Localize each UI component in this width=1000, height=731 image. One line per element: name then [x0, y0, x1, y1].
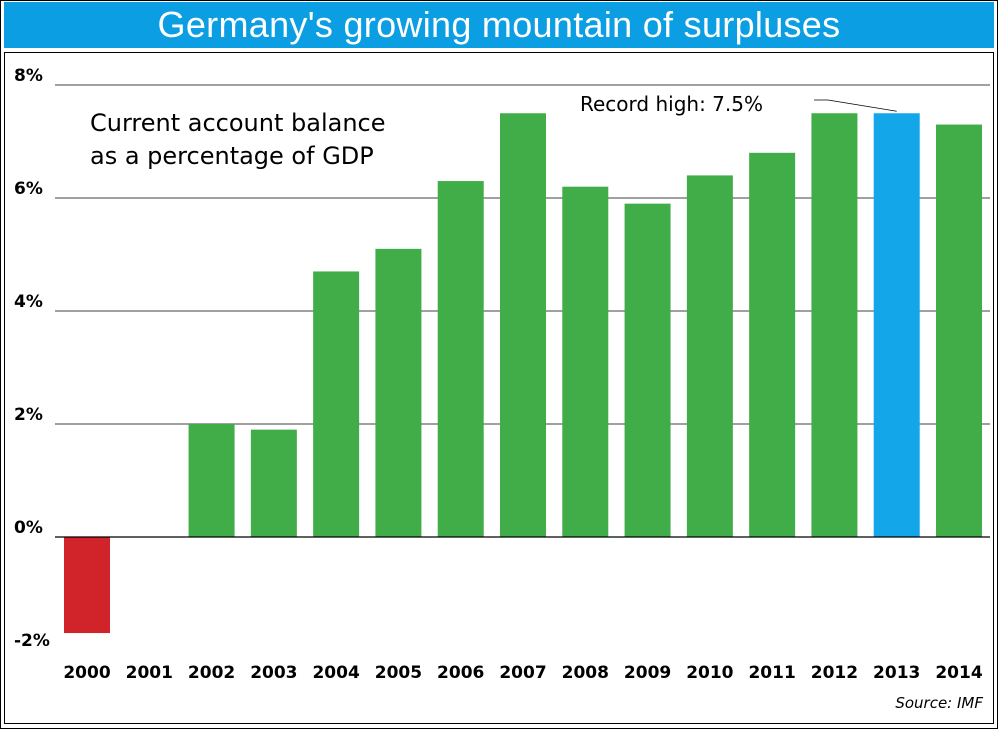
x-tick-label: 2005 [375, 663, 422, 683]
bar-2004 [313, 271, 360, 537]
bar-2007 [500, 113, 546, 537]
plot-border [4, 52, 994, 724]
annotation-line-1: Current account balance [90, 109, 386, 137]
bar-2013 [873, 113, 920, 537]
chart-title: Germany's growing mountain of surpluses [157, 4, 841, 45]
title-bar: Germany's growing mountain of surpluses [4, 2, 994, 48]
bar-2000 [64, 537, 110, 634]
x-tick-label: 2006 [437, 663, 484, 683]
y-tick-label: 6% [14, 179, 43, 199]
x-tick-label: 2009 [624, 663, 671, 683]
x-tick-label: 2012 [811, 663, 858, 683]
bar-2006 [437, 181, 484, 538]
bar-2005 [375, 248, 422, 537]
bar-2010 [686, 175, 733, 537]
bar-2011 [749, 152, 796, 538]
y-tick-label: 0% [14, 518, 43, 538]
bar-2003 [250, 429, 297, 537]
x-tick-label: 2014 [935, 663, 982, 683]
record-high-label: Record high: 7.5% [580, 92, 763, 116]
bar-2008 [562, 186, 609, 537]
y-tick-label: 4% [14, 292, 43, 312]
annotation-line-2: as a percentage of GDP [90, 142, 374, 170]
x-tick-label: 2002 [188, 663, 235, 683]
bar-2002 [188, 424, 235, 537]
y-tick-label: -2% [14, 631, 50, 651]
x-tick-label: 2001 [126, 663, 173, 683]
x-tick-label: 2008 [562, 663, 609, 683]
record-leader-line [814, 99, 897, 112]
bar-2009 [624, 203, 671, 537]
bar-2014 [936, 124, 982, 538]
x-tick-label: 2011 [748, 663, 795, 683]
y-axis-ticks: 8% 6% 4% 2% 0% -2% [14, 66, 50, 651]
x-tick-label: 2004 [312, 663, 359, 683]
bars [64, 113, 982, 634]
y-tick-label: 2% [14, 405, 43, 425]
x-axis-ticks: 2000 2001 2002 2003 2004 2005 2006 2007 2008 2009… [63, 663, 982, 683]
x-tick-label: 2010 [686, 663, 733, 683]
x-tick-label: 2007 [499, 663, 546, 683]
x-tick-label: 2000 [63, 663, 110, 683]
bar-2012 [811, 113, 858, 537]
source-label: Source: IMF [895, 694, 983, 712]
y-tick-label: 8% [14, 66, 43, 86]
x-tick-label: 2013 [873, 663, 920, 683]
x-tick-label: 2003 [250, 663, 297, 683]
